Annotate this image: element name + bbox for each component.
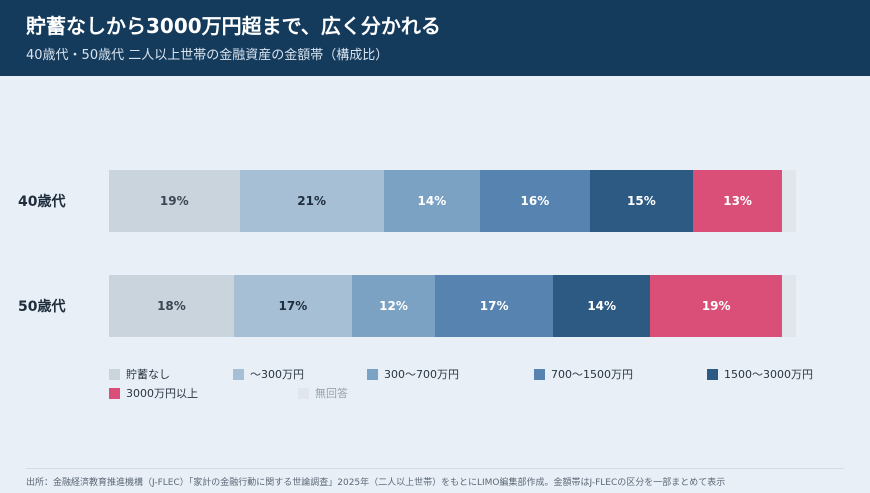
bar-segment: 17% (233, 275, 352, 337)
bar-segment: 18% (109, 275, 234, 337)
data-label: 16% (520, 194, 550, 208)
bar-segment: 17% (435, 275, 554, 337)
legend-label: 3000万円以上 (126, 387, 198, 400)
bar-segment: 13% (692, 170, 783, 232)
bar-segment (782, 275, 796, 337)
legend-swatch (367, 368, 378, 380)
data-label: 14% (587, 299, 617, 313)
bar-segment: 14% (553, 275, 651, 337)
legend-item: 〜300万円 (233, 366, 304, 382)
legend-item: 1500〜3000万円 (707, 366, 813, 382)
legend-swatch (233, 368, 244, 380)
footer-divider (26, 468, 844, 469)
legend-label: 貯蓄なし (126, 368, 170, 381)
bar-segment: 12% (351, 275, 436, 337)
data-label: 15% (627, 194, 656, 208)
data-label: 14% (417, 194, 447, 208)
data-label: 17% (278, 299, 308, 313)
legend-swatch (109, 387, 120, 399)
source-note: 出所：金融経済教育推進機構（J-FLEC）「家計の金融行動に関する世論調査」20… (26, 478, 726, 488)
bar-segment: 16% (479, 170, 590, 232)
legend-label: 300〜700万円 (384, 368, 459, 381)
bar-segment: 14% (383, 170, 480, 232)
data-label: 21% (297, 194, 327, 208)
legend-item: 300〜700万円 (367, 366, 459, 382)
legend-label: 無回答 (315, 387, 348, 400)
legend-item: 3000万円以上 (109, 385, 198, 401)
legend-label: 1500〜3000万円 (724, 368, 813, 381)
bar-segment: 21% (239, 170, 384, 232)
legend-swatch (707, 368, 718, 380)
legend-swatch (109, 368, 120, 380)
bar-segment (782, 170, 796, 232)
legend-item: 700〜1500万円 (534, 366, 633, 382)
chart-subtitle: 40歳代・50歳代 二人以上世帯の金融資産の金額帯（構成比） (26, 48, 389, 63)
bar-segment: 15% (589, 170, 693, 232)
bar-segment: 19% (650, 275, 783, 337)
bar-row-50s: 18% 17% 12% 17% 14% 19% (109, 275, 796, 337)
legend-label: 〜300万円 (250, 368, 304, 381)
bar-segment: 19% (109, 170, 240, 232)
data-label: 13% (723, 194, 752, 208)
header-banner: 貯蓄なしから3000万円超まで、広く分かれる 40歳代・50歳代 二人以上世帯の… (0, 0, 870, 76)
row-label-40s: 40歳代 (18, 194, 66, 210)
bar-row-40s: 19% 21% 14% 16% 15% 13% (109, 170, 796, 232)
legend-item: 無回答 (298, 385, 348, 401)
data-label: 19% (159, 194, 189, 208)
data-label: 17% (479, 299, 509, 313)
legend-swatch (298, 387, 309, 399)
data-label: 18% (157, 299, 186, 313)
legend-swatch (534, 368, 545, 380)
legend-label: 700〜1500万円 (551, 368, 633, 381)
data-label: 19% (701, 299, 731, 313)
chart-title: 貯蓄なしから3000万円超まで、広く分かれる (26, 14, 441, 38)
data-label: 12% (379, 299, 408, 313)
row-label-50s: 50歳代 (18, 299, 66, 315)
legend-item: 貯蓄なし (109, 366, 170, 382)
